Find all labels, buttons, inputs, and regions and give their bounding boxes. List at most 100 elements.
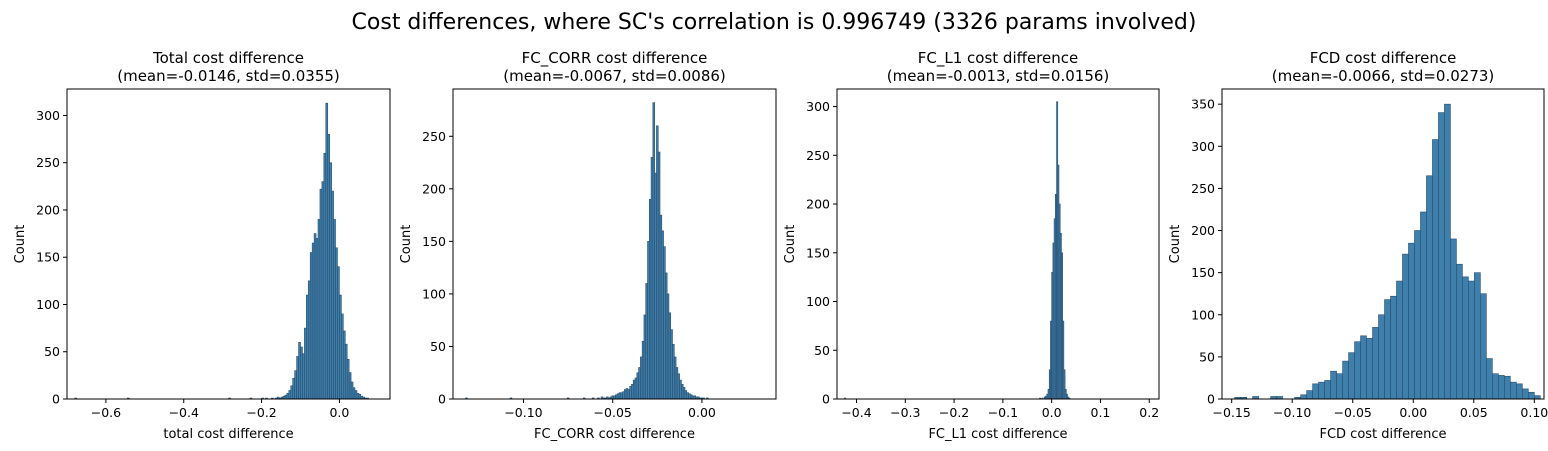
- y-tick-label: 50: [430, 339, 446, 354]
- x-tick-label: −0.3: [890, 405, 920, 420]
- y-tick-label: 0: [822, 392, 830, 407]
- y-tick-label: 250: [36, 155, 60, 170]
- y-tick-label: 300: [36, 108, 60, 123]
- histogram-bar: [1342, 360, 1349, 400]
- x-tick-label: −0.4: [169, 405, 199, 420]
- histogram-bar: [1420, 211, 1427, 400]
- x-tick-label: 0.0: [1042, 405, 1062, 420]
- x-tick-label: −0.10: [1273, 405, 1311, 420]
- ticks: −0.4 −0.3 −0.2 −0.1 0.0 0.1 0.2 0 50 100 150 200 250…: [806, 99, 1159, 420]
- histogram-bar: [1444, 103, 1451, 400]
- histogram-bar: [1480, 293, 1487, 400]
- bars: [465, 102, 709, 400]
- histogram-bar: [1354, 341, 1361, 400]
- histogram-bar: [1462, 276, 1469, 400]
- histogram-bar: [1348, 352, 1355, 400]
- plot-frame: [1221, 88, 1545, 400]
- histogram-bar: [1396, 280, 1403, 400]
- y-tick-label: 200: [806, 197, 830, 212]
- panel-subtitle: (mean=-0.0067, std=0.0086): [503, 67, 726, 85]
- y-tick-label: 0: [438, 392, 446, 407]
- y-tick-label: 100: [36, 297, 60, 312]
- y-tick-label: 100: [1191, 307, 1215, 322]
- y-tick-label: 150: [1191, 265, 1215, 280]
- ticks: −0.6 −0.4 −0.2 0.0 0 50 100 150 200 250 300: [36, 108, 349, 420]
- histogram-bar: [1318, 381, 1325, 400]
- histogram-bar: [1504, 375, 1511, 400]
- x-tick-label: −0.6: [91, 405, 121, 420]
- histogram-bar: [1468, 280, 1475, 400]
- y-tick-label: 150: [806, 245, 830, 260]
- histogram-bar: [1372, 327, 1379, 400]
- x-tick-label: −0.2: [246, 405, 276, 420]
- histogram-bar: [1450, 238, 1457, 400]
- histogram-bar: [1366, 338, 1373, 400]
- histogram-bar: [1534, 395, 1541, 400]
- y-tick-label: 50: [44, 344, 60, 359]
- y-axis-label: Count: [13, 225, 28, 264]
- histogram-bar: [1330, 370, 1337, 400]
- x-tick-label: 0.05: [1460, 405, 1488, 420]
- x-tick-label: 0.00: [1399, 405, 1427, 420]
- fc-l1-cost-panel: FC_L1 cost difference (mean=-0.0013, std…: [783, 49, 1160, 442]
- panel-title: Total cost difference: [152, 49, 304, 67]
- fc-corr-cost-panel: FC_CORR cost difference (mean=-0.0067, s…: [399, 49, 777, 442]
- ticks: −0.10 −0.05 0.00 0 50 100 150 200 250: [422, 129, 716, 420]
- histogram-bar: [1384, 299, 1391, 400]
- x-axis-label: FC_CORR cost difference: [534, 427, 695, 442]
- y-axis-label: Count: [1168, 225, 1183, 264]
- histogram-bar: [1474, 272, 1481, 400]
- y-tick-label: 50: [814, 343, 830, 358]
- y-tick-label: 350: [1191, 97, 1215, 112]
- bars: [1234, 103, 1541, 400]
- x-axis-label: total cost difference: [163, 427, 293, 442]
- x-tick-label: 0.0: [329, 405, 349, 420]
- histogram-bar: [1522, 388, 1529, 400]
- panel-title: FC_CORR cost difference: [522, 49, 708, 68]
- histogram-bar: [1426, 175, 1433, 400]
- panel-title: FC_L1 cost difference: [918, 49, 1078, 68]
- y-tick-label: 250: [1191, 181, 1215, 196]
- histogram-bar: [1528, 391, 1535, 400]
- y-tick-label: 250: [806, 148, 830, 163]
- x-axis-label: FCD cost difference: [1319, 427, 1446, 442]
- y-tick-label: 150: [422, 234, 446, 249]
- bars: [74, 102, 369, 400]
- fcd-cost-panel: FCD cost difference (mean=-0.0066, std=0…: [1168, 49, 1548, 442]
- histogram-bar: [1498, 375, 1505, 400]
- histogram-bar: [1312, 383, 1319, 400]
- panel-subtitle: (mean=-0.0013, std=0.0156): [887, 67, 1110, 85]
- x-tick-label: 0.1: [1091, 405, 1111, 420]
- histogram-bar: [1432, 139, 1439, 400]
- plot-frame: [452, 88, 777, 400]
- x-tick-label: −0.05: [1334, 405, 1372, 420]
- y-tick-label: 300: [1191, 139, 1215, 154]
- x-tick-label: −0.10: [504, 405, 542, 420]
- y-axis-label: Count: [783, 225, 798, 264]
- histogram-bar: [1516, 383, 1523, 400]
- histogram-bar: [1510, 381, 1517, 400]
- histogram-bar: [1378, 314, 1385, 400]
- histogram-bar: [1408, 242, 1415, 400]
- histogram-bar: [1492, 373, 1499, 400]
- total-cost-panel: Total cost difference (mean=-0.0146, std…: [13, 49, 391, 442]
- y-axis-label: Count: [399, 225, 414, 264]
- x-tick-label: −0.05: [594, 405, 632, 420]
- y-tick-label: 100: [806, 294, 830, 309]
- histogram-bar: [1300, 394, 1307, 400]
- histogram-bar: [1438, 112, 1445, 400]
- y-tick-label: 100: [422, 286, 446, 301]
- y-tick-label: 0: [1207, 392, 1215, 407]
- x-tick-label: −0.15: [1213, 405, 1251, 420]
- y-tick-label: 200: [1191, 223, 1215, 238]
- histogram-bar: [1306, 390, 1313, 400]
- histogram-bar: [1360, 335, 1367, 400]
- histogram-bar: [1456, 263, 1463, 400]
- plot-frame: [66, 88, 391, 400]
- figure-suptitle: Cost differences, where SC's correlation…: [352, 10, 1197, 35]
- x-tick-label: −0.2: [939, 405, 969, 420]
- x-tick-label: −0.4: [841, 405, 871, 420]
- histogram-bar: [1414, 230, 1421, 400]
- panel-subtitle: (mean=-0.0066, std=0.0273): [1272, 67, 1495, 85]
